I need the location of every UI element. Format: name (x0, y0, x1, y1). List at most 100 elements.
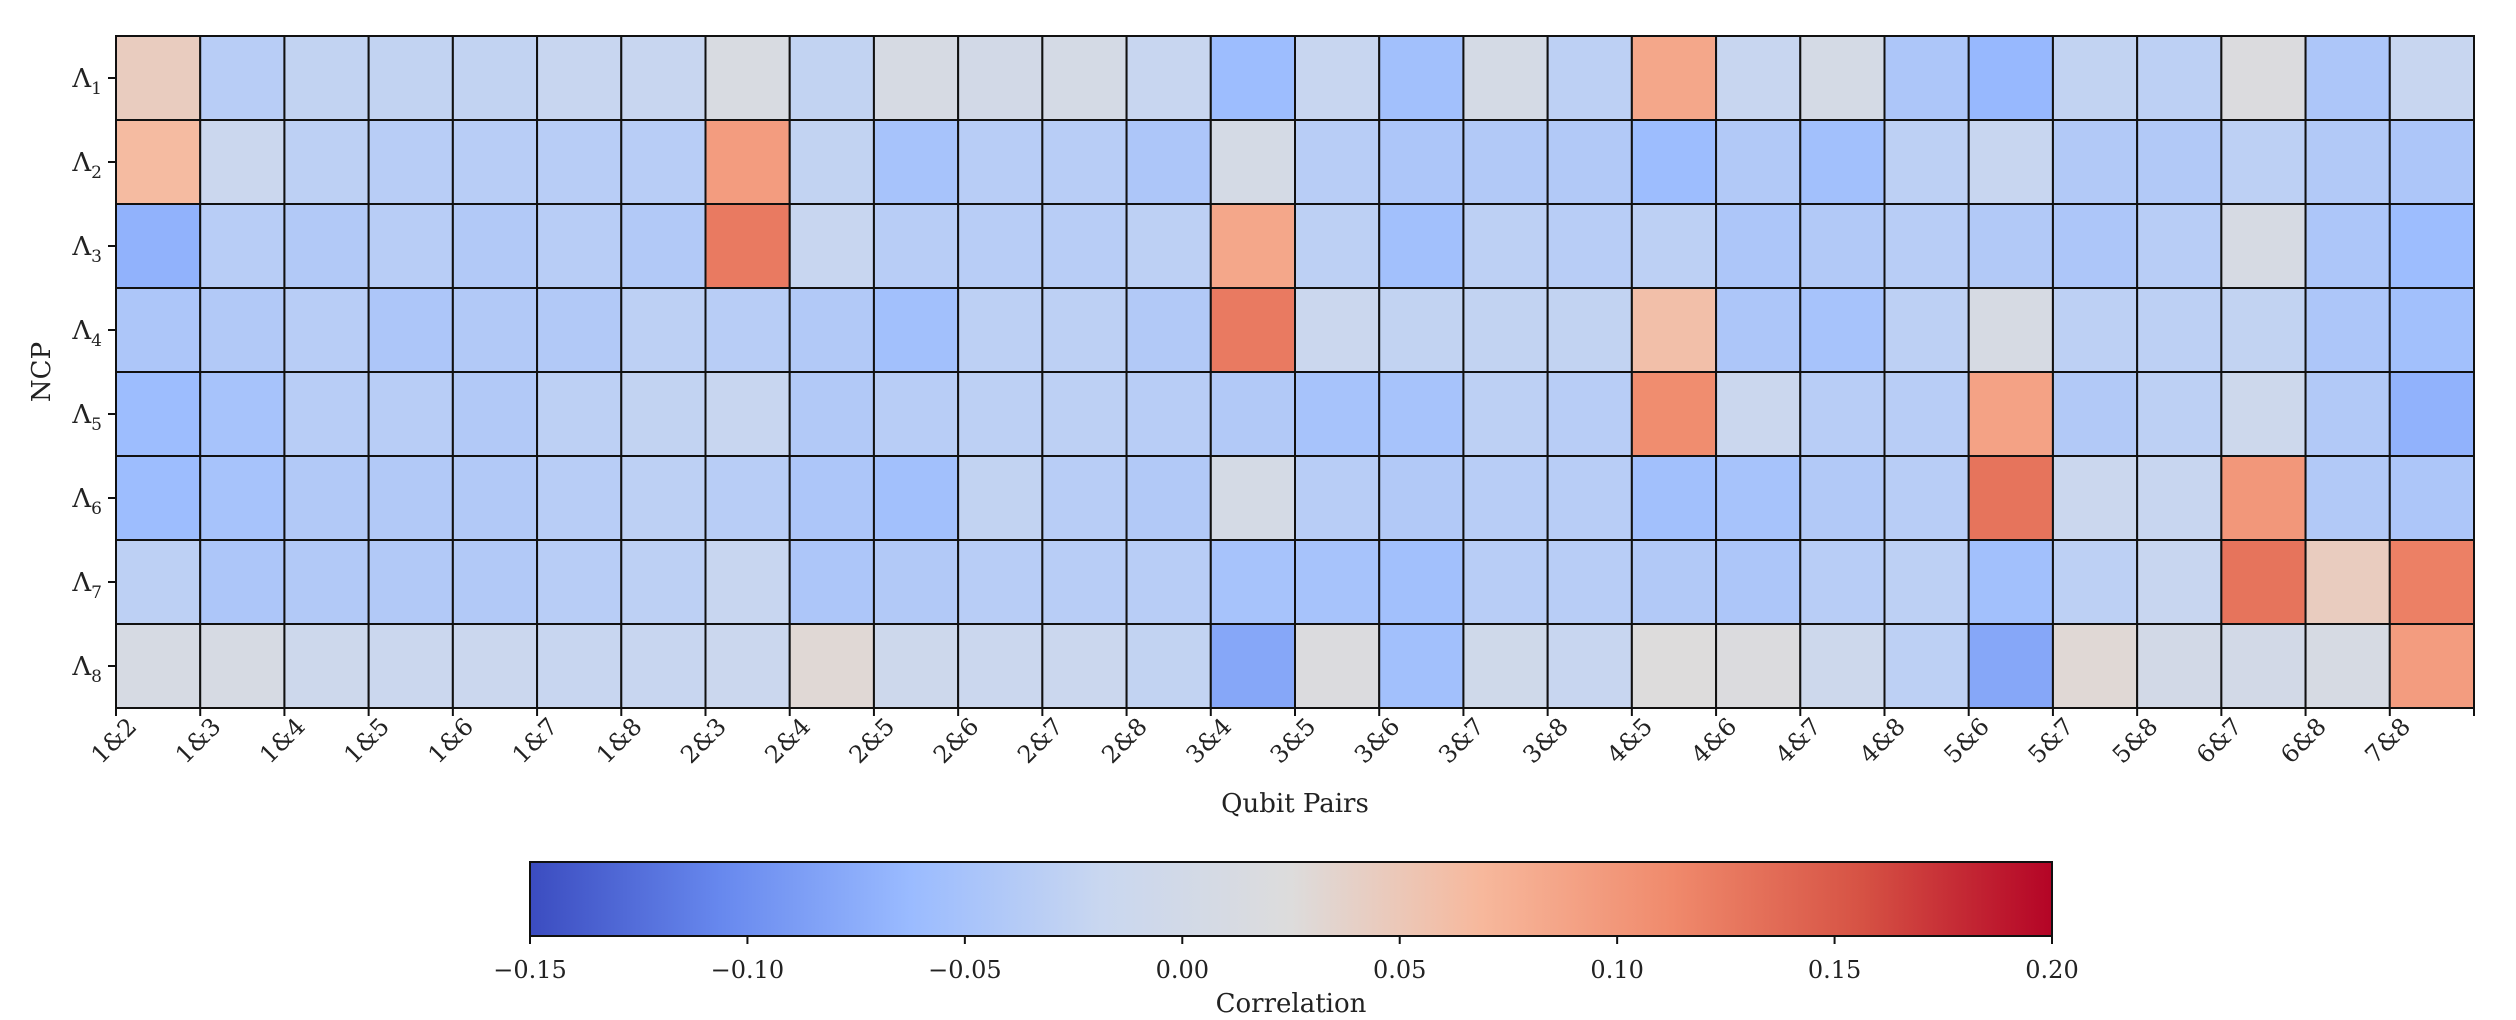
heatmap-cell (2388, 119, 2475, 205)
x-tick-label: 1&5 (338, 712, 395, 769)
heatmap-cell (2136, 119, 2223, 205)
heatmap-cell (1041, 35, 1128, 121)
heatmap-cell (2136, 203, 2223, 289)
heatmap-cell (1630, 539, 1718, 625)
heatmap-cell (872, 623, 960, 709)
heatmap-cell (283, 371, 370, 457)
heatmap-cell (199, 455, 286, 541)
heatmap-cell (1378, 287, 1465, 373)
y-tick-label: Λ5 (71, 400, 102, 435)
y-tick-label: Λ7 (71, 568, 102, 603)
x-tick-label: 5&7 (2023, 712, 2080, 769)
heatmap-cell (1294, 119, 1381, 205)
heatmap-cell (1799, 35, 1886, 121)
heatmap-cell (788, 287, 875, 373)
y-axis-label: NCP (27, 342, 57, 402)
heatmap-cell (1209, 119, 1297, 205)
heatmap-cell (1715, 287, 1802, 373)
heatmap-cell (1883, 119, 1970, 205)
heatmap-cell (620, 119, 707, 205)
heatmap-cell (1799, 623, 1886, 709)
heatmap-cell (2136, 623, 2223, 709)
heatmap-cell (536, 539, 623, 625)
heatmap-cell (704, 119, 791, 205)
heatmap-cell (1125, 35, 1212, 121)
y-axis: Λ1 Λ2 Λ3 Λ4 Λ5 Λ6 Λ7 Λ8 (71, 64, 116, 687)
heatmap-cell (367, 371, 454, 457)
heatmap-cell (872, 35, 960, 121)
heatmap-cell (1546, 623, 1633, 709)
heatmap-cell (872, 203, 960, 289)
heatmap-cell (2136, 287, 2223, 373)
heatmap-cell (1462, 455, 1549, 541)
heatmap-cell (1041, 287, 1128, 373)
heatmap-cell (367, 203, 454, 289)
heatmap-cell (872, 287, 960, 373)
heatmap-cell (2220, 455, 2307, 541)
x-tick-label: 3&5 (1265, 712, 1322, 769)
heatmap-cell (1209, 539, 1297, 625)
heatmap-cells (115, 35, 2475, 709)
heatmap-cell (704, 35, 791, 121)
heatmap-cell (704, 455, 791, 541)
heatmap-cell (2388, 539, 2475, 625)
heatmap-cell (2051, 455, 2139, 541)
heatmap-cell (283, 119, 370, 205)
heatmap-cell (788, 623, 875, 709)
heatmap-cell (1883, 455, 1970, 541)
heatmap-cell (1041, 623, 1128, 709)
heatmap-cell (2220, 539, 2307, 625)
heatmap-cell (367, 539, 454, 625)
x-tick-label: 5&8 (2107, 712, 2164, 769)
heatmap-cell (367, 455, 454, 541)
colorbar: −0.15 −0.10 −0.05 0.00 0.05 0.10 0.15 0.20 Corr… (493, 861, 2079, 1019)
heatmap-cell (199, 371, 286, 457)
x-tick-label: 5&6 (1938, 712, 1995, 769)
heatmap-cell (1967, 287, 2054, 373)
heatmap-cell (1883, 35, 1970, 121)
heatmap-cell (1967, 623, 2054, 709)
heatmap-cell (1209, 455, 1297, 541)
heatmap-cell (2304, 623, 2391, 709)
x-tick-label: 1&4 (254, 712, 311, 769)
heatmap-cell (1715, 371, 1802, 457)
y-tick-label: Λ1 (71, 64, 102, 99)
x-tick-label: 4&6 (1686, 712, 1743, 769)
heatmap-cell (115, 371, 202, 457)
heatmap-cell (1630, 455, 1718, 541)
heatmap-cell (536, 455, 623, 541)
x-tick-label: 3&8 (1517, 712, 1574, 769)
heatmap-cell (2388, 623, 2475, 709)
heatmap-cell (1967, 203, 2054, 289)
heatmap-cell (1294, 623, 1381, 709)
heatmap-cell (620, 287, 707, 373)
heatmap-cell (1125, 287, 1212, 373)
heatmap-cell (1294, 539, 1381, 625)
heatmap-cell (1883, 203, 1970, 289)
heatmap-cell (1630, 287, 1718, 373)
heatmap-cell (957, 119, 1044, 205)
heatmap-cell (2136, 35, 2223, 121)
heatmap-cell (957, 287, 1044, 373)
heatmap-cell (1799, 287, 1886, 373)
heatmap-cell (620, 371, 707, 457)
heatmap-cell (620, 35, 707, 121)
heatmap-cell (536, 119, 623, 205)
heatmap-cell (1378, 371, 1465, 457)
heatmap-cell (1546, 287, 1633, 373)
heatmap-cell (451, 623, 539, 709)
heatmap-cell (536, 287, 623, 373)
heatmap-cell (283, 35, 370, 121)
heatmap-cell (2051, 623, 2139, 709)
heatmap-cell (957, 203, 1044, 289)
heatmap-cell (451, 287, 539, 373)
heatmap-cell (2220, 119, 2307, 205)
heatmap-cell (451, 455, 539, 541)
heatmap-cell (788, 455, 875, 541)
heatmap-cell (367, 35, 454, 121)
heatmap-cell (199, 119, 286, 205)
heatmap-cell (1462, 623, 1549, 709)
heatmap-cell (957, 623, 1044, 709)
y-tick-label: Λ8 (71, 652, 102, 687)
